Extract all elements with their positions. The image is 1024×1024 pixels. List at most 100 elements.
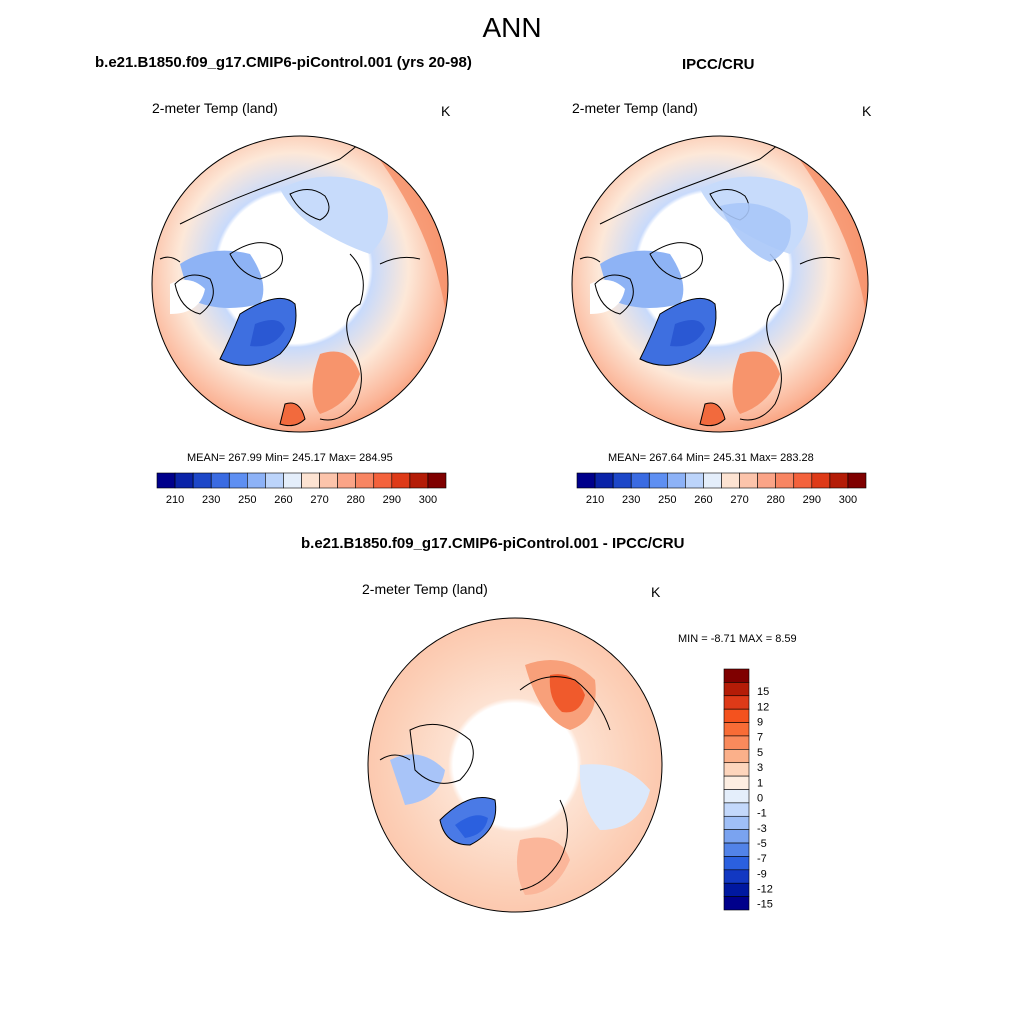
- panel-2-colorbar-tick-label: 280: [767, 494, 785, 506]
- panel-3-colorbar-box: [723, 789, 750, 804]
- panel-1-units: K: [441, 103, 451, 119]
- panel-1-colorbar-box: [337, 472, 356, 489]
- panel-2-colorbar-box: [829, 472, 849, 489]
- panel-3-title: b.e21.B1850.f09_g17.CMIP6-piControl.001 …: [301, 535, 685, 552]
- panel-3-colorbar-tick-label: -15: [757, 899, 773, 911]
- panel-1-colorbar-box: [301, 472, 320, 489]
- panel-1-map: [151, 135, 449, 433]
- panel-1-colorbar-box: [265, 472, 284, 489]
- panel-2-colorbar-box: [612, 472, 632, 489]
- panel-3-variable-label: 2-meter Temp (land): [362, 581, 488, 597]
- panel-2-units: K: [862, 103, 872, 119]
- panel-1-colorbar-box: [210, 472, 230, 489]
- panel-3-colorbar-tick-label: 12: [757, 701, 769, 713]
- panel-1-colorbar-tick-label: 260: [274, 494, 292, 506]
- panel-3-colorbar-tick-label: 15: [757, 686, 769, 698]
- panel-2-colorbar-box: [721, 472, 740, 489]
- panel-1-colorbar-box: [174, 472, 194, 489]
- panel-2-colorbar-box: [793, 472, 813, 489]
- panel-1-colorbar-tick-label: 270: [310, 494, 328, 506]
- panel-3-colorbar-tick-label: 0: [757, 792, 763, 804]
- panel-3-colorbar-tick-label: 1: [757, 777, 763, 789]
- panel-1-colorbar-box: [319, 472, 338, 489]
- panel-2-stats: MEAN= 267.64 Min= 245.31 Max= 283.28: [608, 452, 814, 464]
- panel-2-colorbar-box: [594, 472, 614, 489]
- panel-1-colorbar-box: [391, 472, 411, 489]
- panel-1-colorbar-tick-label: 280: [347, 494, 365, 506]
- panel-3-colorbar-tick-label: -5: [757, 838, 767, 850]
- panel-1-colorbar-box: [228, 472, 248, 489]
- panel-1-colorbar-box: [409, 472, 429, 489]
- panel-3-colorbar-box: [723, 815, 750, 830]
- panel-1-colorbar-tick-label: 290: [383, 494, 401, 506]
- panel-1-colorbar-tick-label: 250: [238, 494, 256, 506]
- panel-3-colorbar-box: [723, 882, 750, 897]
- panel-3-colorbar-box: [723, 802, 750, 817]
- page-title: ANN: [482, 12, 542, 43]
- panel-2-colorbar: 210 230 250 260 270 280 290 300: [576, 472, 867, 506]
- panel-1-colorbar-tick-label: 210: [166, 494, 184, 506]
- panel-2-colorbar-tick-label: 260: [694, 494, 712, 506]
- panel-3-colorbar-tick-label: 5: [757, 747, 763, 759]
- panel-2-variable-label: 2-meter Temp (land): [572, 100, 698, 116]
- panel-2-colorbar-box: [576, 472, 596, 489]
- panel-3-colorbar-tick-label: 7: [757, 732, 763, 744]
- panel-3-colorbar-box: [723, 775, 750, 790]
- panel-1-colorbar-box: [156, 472, 176, 489]
- panel-3-colorbar-tick-label: 3: [757, 762, 763, 774]
- panel-1-variable-label: 2-meter Temp (land): [152, 100, 278, 116]
- panel-1-stats: MEAN= 267.99 Min= 245.17 Max= 284.95: [187, 452, 393, 464]
- panel-3-colorbar-box: [723, 668, 750, 683]
- panel-2-colorbar-box: [811, 472, 831, 489]
- panel-2-colorbar-box: [775, 472, 795, 489]
- panel-1-title: b.e21.B1850.f09_g17.CMIP6-piControl.001 …: [95, 54, 472, 71]
- panel-3-colorbar-tick-label: -9: [757, 868, 767, 880]
- panel-1-colorbar: 210 230 250 260 270 280 290 300: [156, 472, 447, 506]
- panel-3-colorbar-box: [723, 749, 750, 764]
- panel-3-colorbar-box: [723, 722, 750, 737]
- panel-2-colorbar-box: [648, 472, 668, 489]
- panel-1-colorbar-tick-label: 300: [419, 494, 437, 506]
- panel-3-colorbar-tick-label: -3: [757, 823, 767, 835]
- panel-3-units: K: [651, 584, 661, 600]
- panel-2-colorbar-tick-label: 210: [586, 494, 604, 506]
- panel-2-colorbar-tick-label: 290: [803, 494, 821, 506]
- panel-3-colorbar-tick-label: 9: [757, 717, 763, 729]
- panel-2-colorbar-tick-label: 270: [730, 494, 748, 506]
- panel-3-colorbar-box: [723, 869, 750, 884]
- panel-3-colorbar-tick-label: -7: [757, 853, 767, 865]
- panel-3-stats: MIN = -8.71 MAX = 8.59: [678, 633, 797, 645]
- panel-1-colorbar-box: [247, 472, 266, 489]
- panel-3-colorbar-box: [723, 896, 750, 911]
- panel-1-colorbar-box: [427, 472, 447, 489]
- panel-3-colorbar-box: [723, 762, 750, 777]
- panel-1-colorbar-tick-label: 230: [202, 494, 220, 506]
- panel-2-colorbar-box: [703, 472, 722, 489]
- panel-3-colorbar: 15 12 9 7 5 3 1 0 -1 -3 -5 -7 -9 -12 -15: [723, 668, 773, 911]
- panel-3-colorbar-tick-label: -12: [757, 883, 773, 895]
- panel-2-title: IPCC/CRU: [682, 56, 755, 73]
- panel-1-colorbar-box: [192, 472, 212, 489]
- panel-3-colorbar-box: [723, 842, 750, 857]
- panel-2-colorbar-tick-label: 230: [622, 494, 640, 506]
- panel-2-colorbar-tick-label: 250: [658, 494, 676, 506]
- panel-2-colorbar-box: [685, 472, 704, 489]
- panel-2-colorbar-box: [847, 472, 867, 489]
- panel-3-colorbar-box: [723, 829, 750, 844]
- panel-1-colorbar-box: [355, 472, 375, 489]
- panel-2-map: [571, 135, 869, 433]
- panel-3-colorbar-box: [723, 735, 750, 750]
- panel-2-colorbar-box: [757, 472, 776, 489]
- panel-3-map: [367, 617, 663, 913]
- panel-3-colorbar-box: [723, 682, 750, 697]
- panel-3-colorbar-box: [723, 695, 750, 710]
- panel-2-colorbar-box: [667, 472, 686, 489]
- panel-1-colorbar-box: [373, 472, 393, 489]
- panel-3-colorbar-tick-label: -1: [757, 808, 767, 820]
- panel-3-colorbar-box: [723, 708, 750, 723]
- panel-2-colorbar-box: [630, 472, 650, 489]
- panel-2-colorbar-tick-label: 300: [839, 494, 857, 506]
- panel-2-colorbar-box: [739, 472, 758, 489]
- panel-1-colorbar-box: [283, 472, 302, 489]
